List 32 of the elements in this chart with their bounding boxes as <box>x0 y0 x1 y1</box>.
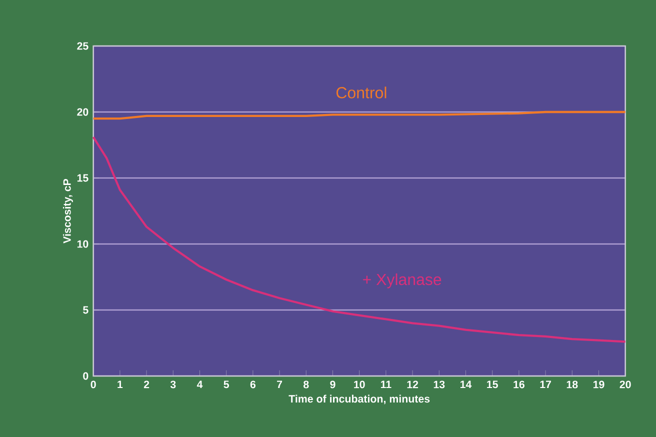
x-tick-label: 8 <box>304 380 309 388</box>
x-tick-label: 0 <box>90 380 96 388</box>
series-label: Control <box>336 86 386 98</box>
x-tick-label: 3 <box>170 380 176 388</box>
y-tick-label: 25 <box>77 42 88 50</box>
x-tick-label: 7 <box>277 380 282 388</box>
y-axis-title: Viscosity, cP <box>62 178 73 244</box>
x-axis-title: Time of incubation, minutes <box>288 394 430 404</box>
x-tick-label: 1 <box>118 380 123 388</box>
y-tick-label: 0 <box>83 372 88 380</box>
x-tick-label: 17 <box>540 380 551 388</box>
y-tick-label: 5 <box>83 306 88 314</box>
x-tick-label: 5 <box>224 380 229 388</box>
x-tick-label: 18 <box>566 380 578 388</box>
series-label: + Xylanase <box>363 273 442 288</box>
x-tick-label: 12 <box>407 380 418 388</box>
x-tick-label: 15 <box>487 380 498 388</box>
x-tick-label: 2 <box>144 380 150 388</box>
y-tick-label: 15 <box>77 174 88 182</box>
x-tick-label: 6 <box>250 380 256 388</box>
x-tick-label: 16 <box>514 380 524 388</box>
line-series <box>92 110 626 120</box>
x-tick-label: 11 <box>380 380 392 388</box>
x-tick-label: 13 <box>434 380 445 388</box>
y-tick-label: 20 <box>77 108 88 116</box>
x-tick-label: 20 <box>620 380 631 388</box>
x-tick-label: 19 <box>593 380 604 388</box>
x-tick-label: 9 <box>330 380 336 388</box>
y-tick-label: 10 <box>77 240 88 248</box>
x-tick-label: 14 <box>460 380 472 388</box>
x-tick-label: 10 <box>354 380 365 388</box>
x-tick-label: 4 <box>196 380 203 388</box>
